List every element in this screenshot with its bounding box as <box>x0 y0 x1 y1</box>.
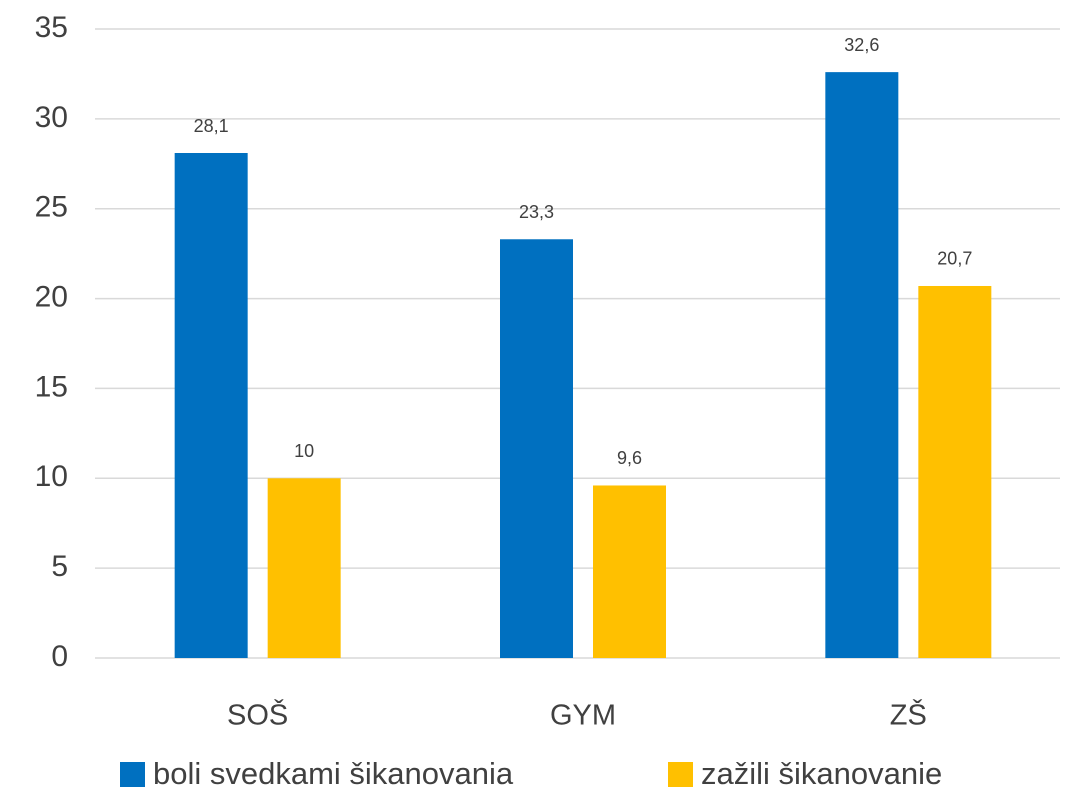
x-tick-label: GYM <box>550 700 616 732</box>
y-tick-label: 0 <box>51 640 68 673</box>
bar <box>500 239 573 658</box>
legend-label: boli svedkami šikanovania <box>153 756 514 791</box>
bar <box>825 72 899 659</box>
y-tick-label: 25 <box>35 191 68 224</box>
y-tick-label: 5 <box>51 550 68 583</box>
bar <box>593 485 666 658</box>
data-label: 32,6 <box>844 35 879 55</box>
y-tick-label: 30 <box>35 101 68 134</box>
x-tick-label: SOŠ <box>227 698 288 732</box>
y-tick-label: 20 <box>35 280 68 313</box>
legend-swatch <box>668 762 693 787</box>
y-tick-label: 15 <box>35 370 68 403</box>
legend-swatch <box>120 762 145 787</box>
data-label: 23,3 <box>519 202 554 222</box>
data-label: 9,6 <box>617 448 642 468</box>
x-tick-label: ZŠ <box>890 698 927 732</box>
legend-label: zažili šikanovanie <box>701 756 942 791</box>
bar <box>267 478 341 658</box>
data-label: 28,1 <box>194 116 229 136</box>
y-tick-label: 35 <box>35 11 68 44</box>
bar <box>174 153 248 658</box>
data-label: 20,7 <box>937 249 972 269</box>
y-tick-label: 10 <box>35 460 68 493</box>
bar <box>918 285 992 658</box>
data-label: 10 <box>294 441 314 461</box>
